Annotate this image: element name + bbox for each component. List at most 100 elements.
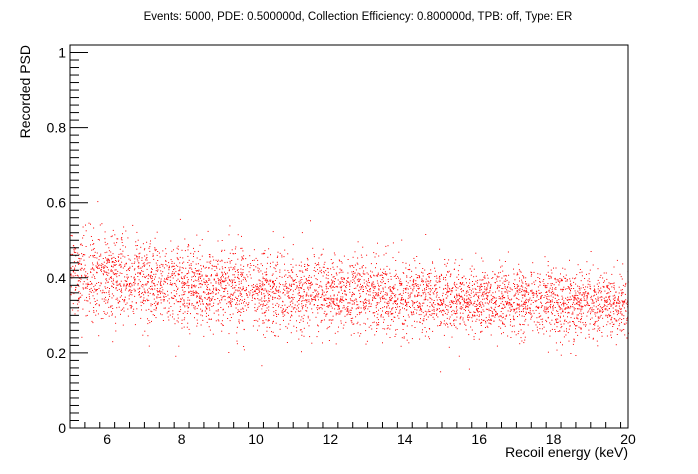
data-point — [201, 274, 203, 276]
data-point — [481, 257, 483, 259]
data-point — [276, 261, 278, 263]
data-point — [334, 332, 336, 334]
data-point — [266, 268, 268, 270]
data-point — [239, 287, 241, 289]
data-point — [274, 268, 276, 270]
data-point — [621, 292, 623, 294]
data-point — [609, 315, 611, 317]
data-point — [607, 285, 609, 287]
data-point — [94, 257, 96, 259]
data-point — [548, 275, 550, 277]
data-point — [259, 285, 260, 287]
data-point — [154, 285, 156, 287]
data-point — [129, 305, 131, 307]
data-point — [528, 312, 529, 313]
data-point — [260, 270, 262, 272]
data-point — [307, 315, 309, 317]
data-point — [292, 290, 294, 292]
data-point — [369, 275, 371, 277]
data-point — [332, 266, 334, 268]
data-point — [524, 293, 526, 295]
data-point — [200, 314, 202, 316]
data-point — [510, 319, 511, 320]
data-point — [507, 292, 509, 294]
data-point — [217, 310, 219, 312]
data-point — [337, 286, 339, 288]
data-point — [103, 266, 104, 268]
data-point — [441, 310, 443, 312]
data-point — [418, 294, 420, 296]
data-point — [98, 304, 100, 306]
data-point — [130, 306, 132, 308]
data-point — [454, 262, 456, 264]
data-point — [323, 266, 325, 268]
data-point — [545, 319, 547, 321]
data-point — [108, 259, 110, 261]
data-point — [172, 316, 173, 318]
data-point — [380, 281, 382, 283]
data-point — [303, 289, 305, 290]
data-point — [325, 277, 327, 279]
data-point — [405, 299, 406, 301]
data-point — [395, 275, 396, 277]
data-point — [399, 309, 401, 311]
data-point — [301, 270, 303, 272]
data-point — [347, 272, 349, 274]
data-point — [82, 226, 84, 228]
data-point — [363, 322, 365, 324]
data-point — [431, 299, 433, 301]
data-point — [196, 301, 198, 303]
data-point — [100, 269, 102, 271]
data-point — [350, 312, 352, 314]
data-point — [133, 313, 135, 314]
data-point — [455, 326, 457, 328]
data-point — [290, 277, 292, 279]
data-point — [175, 271, 177, 273]
data-point — [94, 251, 96, 253]
data-point — [500, 298, 502, 300]
data-point — [260, 286, 262, 288]
data-point — [456, 306, 458, 307]
data-point — [236, 326, 238, 328]
data-point — [332, 301, 334, 303]
data-point — [440, 301, 442, 303]
data-point — [212, 333, 214, 335]
data-point — [169, 314, 171, 316]
data-point — [482, 292, 484, 294]
data-point — [556, 300, 558, 302]
data-point — [75, 275, 77, 277]
data-point — [237, 269, 239, 270]
data-point — [172, 277, 174, 279]
data-point — [139, 273, 141, 275]
data-point — [550, 295, 552, 297]
data-point — [626, 318, 628, 320]
data-point — [210, 293, 211, 295]
data-point — [280, 307, 282, 309]
data-point — [587, 303, 589, 305]
data-point — [315, 289, 317, 291]
data-point — [384, 286, 386, 288]
data-point — [330, 322, 332, 324]
data-point — [156, 231, 158, 233]
data-point — [376, 322, 377, 324]
data-point — [267, 320, 269, 322]
data-point — [341, 262, 343, 264]
data-point — [552, 306, 554, 308]
data-point — [591, 302, 593, 304]
data-point — [187, 280, 189, 282]
data-point — [363, 302, 364, 304]
data-point — [271, 287, 273, 289]
data-point — [563, 276, 565, 278]
data-point — [376, 311, 377, 312]
data-point — [405, 292, 407, 293]
data-point — [546, 291, 548, 293]
data-point — [613, 313, 615, 315]
data-point — [459, 303, 461, 305]
data-point — [340, 271, 342, 273]
data-point — [323, 295, 325, 297]
data-point — [477, 285, 479, 287]
data-point — [414, 320, 415, 322]
data-point — [597, 319, 599, 321]
data-point — [419, 322, 421, 323]
data-point — [603, 272, 605, 274]
